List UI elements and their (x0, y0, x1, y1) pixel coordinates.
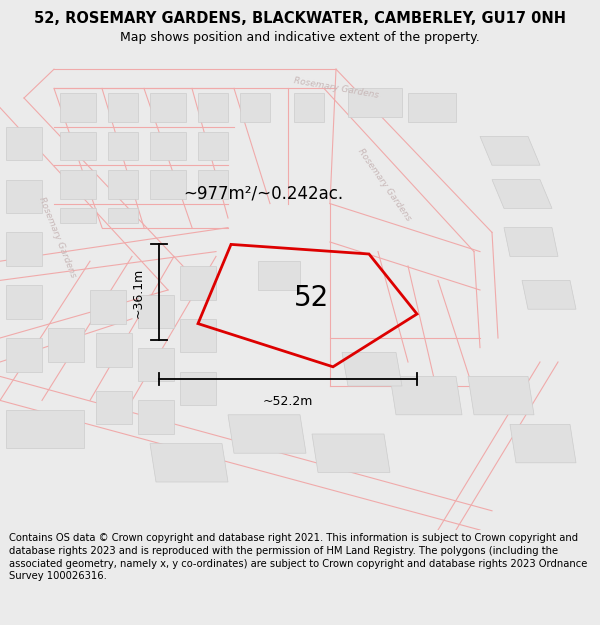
Polygon shape (60, 208, 96, 222)
Polygon shape (312, 434, 390, 472)
Polygon shape (60, 132, 96, 161)
Polygon shape (198, 93, 228, 122)
Polygon shape (138, 295, 174, 328)
Polygon shape (96, 391, 132, 424)
Polygon shape (48, 328, 84, 362)
Text: ~36.1m: ~36.1m (131, 268, 145, 318)
Polygon shape (150, 93, 186, 122)
Polygon shape (180, 372, 216, 405)
Polygon shape (258, 261, 300, 290)
Text: Rosemary Gardens: Rosemary Gardens (293, 76, 379, 101)
Polygon shape (108, 93, 138, 122)
Polygon shape (294, 93, 324, 122)
Polygon shape (6, 179, 42, 213)
Polygon shape (108, 132, 138, 161)
Polygon shape (150, 444, 228, 482)
Polygon shape (6, 410, 84, 448)
Text: 52: 52 (295, 284, 329, 312)
Polygon shape (240, 93, 270, 122)
Polygon shape (504, 228, 558, 256)
Polygon shape (390, 376, 462, 415)
Polygon shape (60, 170, 96, 199)
Polygon shape (510, 424, 576, 462)
Polygon shape (6, 338, 42, 372)
Polygon shape (6, 285, 42, 319)
Polygon shape (6, 127, 42, 161)
Polygon shape (96, 333, 132, 367)
Polygon shape (108, 170, 138, 199)
Text: Rosemary Gardens: Rosemary Gardens (37, 196, 77, 279)
Polygon shape (468, 376, 534, 415)
Polygon shape (180, 319, 216, 352)
Polygon shape (492, 179, 552, 208)
Polygon shape (150, 132, 186, 161)
Text: ~52.2m: ~52.2m (263, 395, 313, 408)
Polygon shape (150, 170, 186, 199)
Polygon shape (522, 281, 576, 309)
Text: Rosemary Gardens: Rosemary Gardens (356, 146, 412, 222)
Polygon shape (60, 93, 96, 122)
Text: Map shows position and indicative extent of the property.: Map shows position and indicative extent… (120, 31, 480, 44)
Polygon shape (138, 348, 174, 381)
Polygon shape (138, 401, 174, 434)
Polygon shape (90, 290, 126, 324)
Text: 52, ROSEMARY GARDENS, BLACKWATER, CAMBERLEY, GU17 0NH: 52, ROSEMARY GARDENS, BLACKWATER, CAMBER… (34, 11, 566, 26)
Text: ~977m²/~0.242ac.: ~977m²/~0.242ac. (183, 185, 343, 203)
Polygon shape (198, 170, 228, 199)
Polygon shape (198, 132, 228, 161)
Polygon shape (108, 208, 138, 222)
Polygon shape (6, 232, 42, 266)
Polygon shape (228, 415, 306, 453)
Polygon shape (480, 136, 540, 165)
Polygon shape (180, 266, 216, 299)
Polygon shape (348, 88, 402, 118)
Text: Contains OS data © Crown copyright and database right 2021. This information is : Contains OS data © Crown copyright and d… (9, 533, 587, 581)
Polygon shape (408, 93, 456, 122)
Polygon shape (342, 352, 402, 386)
